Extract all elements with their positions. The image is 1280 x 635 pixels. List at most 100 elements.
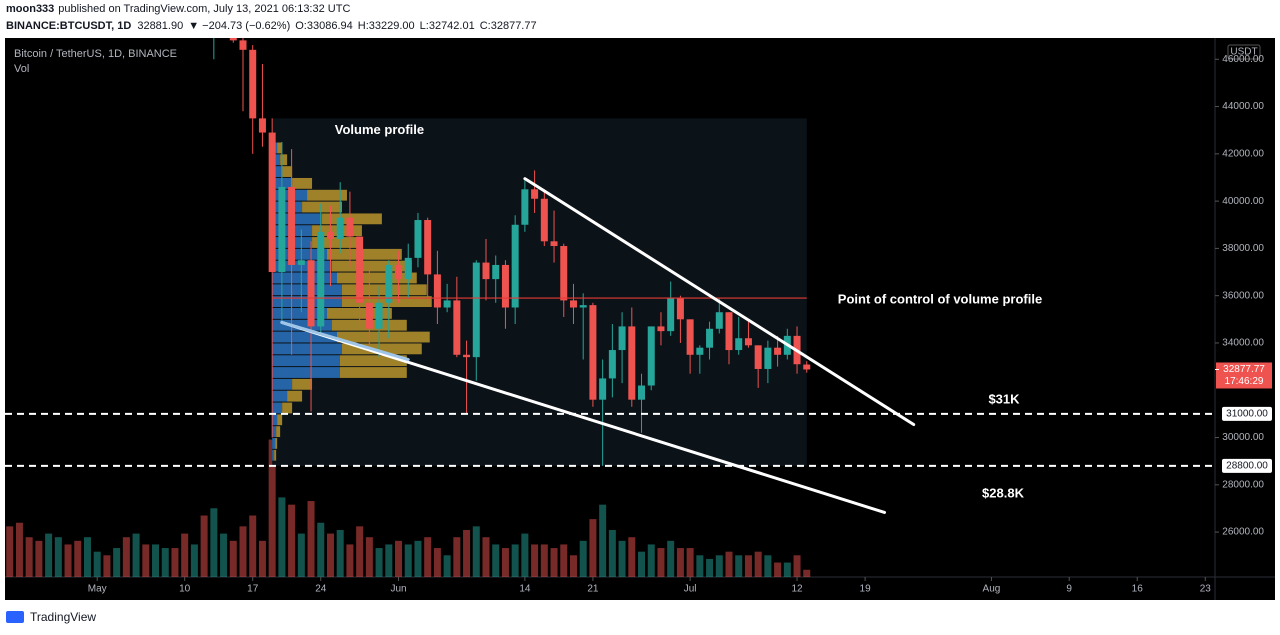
volume-bar bbox=[803, 569, 811, 577]
candle-body bbox=[463, 354, 471, 358]
profile-down bbox=[282, 402, 293, 414]
profile-up bbox=[272, 438, 276, 449]
currency-box bbox=[1227, 44, 1261, 60]
volume-bar bbox=[424, 537, 432, 577]
candle-body bbox=[569, 300, 577, 308]
candle-body bbox=[375, 302, 383, 329]
candle-body bbox=[589, 305, 597, 400]
candle-body bbox=[608, 350, 616, 379]
x-tick-label: Jul bbox=[684, 584, 697, 595]
candle-body bbox=[638, 385, 646, 400]
profile-down bbox=[312, 237, 362, 248]
volume-bar bbox=[395, 540, 403, 577]
candle-body bbox=[258, 118, 266, 133]
candle-body bbox=[346, 217, 354, 237]
symbol: BINANCE:BTCUSDT, 1D bbox=[6, 20, 131, 32]
profile-down bbox=[276, 426, 281, 438]
profile-down bbox=[336, 331, 430, 343]
y-tick-label: 38000.00 bbox=[1222, 243, 1264, 254]
volume-bar bbox=[54, 537, 62, 577]
volume-bar bbox=[25, 537, 33, 577]
profile-up bbox=[272, 308, 328, 319]
logo bbox=[6, 611, 24, 623]
volume-bar bbox=[706, 558, 714, 577]
profile-up bbox=[272, 296, 342, 307]
volume-bar bbox=[744, 555, 752, 577]
x-tick-label: 9 bbox=[1066, 584, 1072, 595]
candle-body bbox=[647, 326, 655, 386]
profile-down bbox=[341, 284, 427, 296]
footer: TradingView bbox=[6, 610, 96, 624]
profile-down bbox=[280, 154, 288, 166]
profile-up bbox=[272, 248, 328, 260]
volume-bar bbox=[35, 540, 43, 577]
x-tick-label: 10 bbox=[179, 584, 191, 595]
profile-down bbox=[287, 390, 303, 402]
volume-bar bbox=[618, 540, 626, 577]
trendline bbox=[280, 320, 887, 514]
profile-down bbox=[277, 142, 283, 154]
volume-bar bbox=[735, 555, 743, 577]
profile-down bbox=[336, 272, 417, 284]
volume-bar bbox=[463, 529, 471, 577]
volume-bar bbox=[326, 533, 334, 577]
volume-bar bbox=[385, 544, 393, 577]
candle-body bbox=[618, 326, 626, 351]
volume-bar bbox=[317, 522, 325, 577]
volume-bar bbox=[365, 537, 373, 577]
volume-bar bbox=[210, 508, 218, 577]
legend-title: Bitcoin / TetherUS, 1D, BINANCE bbox=[14, 48, 177, 60]
volume-bar bbox=[492, 544, 500, 577]
candle-body bbox=[288, 186, 296, 265]
y-tick-label: 30000.00 bbox=[1222, 432, 1264, 443]
candle-body bbox=[579, 305, 587, 308]
volume-bar bbox=[686, 548, 694, 577]
volume-bar bbox=[249, 515, 257, 577]
candle-body bbox=[696, 347, 704, 355]
profile-down bbox=[282, 166, 293, 177]
volume-bar bbox=[297, 533, 305, 577]
volume-bar bbox=[220, 533, 228, 577]
volume-bar bbox=[501, 548, 509, 577]
candle-body bbox=[803, 364, 811, 370]
header: moon333 published on TradingView.com, Ju… bbox=[6, 3, 537, 32]
volume-bar bbox=[521, 533, 529, 577]
candle-body bbox=[395, 264, 403, 280]
annotation: $31K bbox=[988, 391, 1020, 406]
volume-bar bbox=[453, 537, 461, 577]
candle-body bbox=[735, 338, 743, 351]
candle-body bbox=[356, 236, 364, 303]
volume-bar bbox=[628, 537, 636, 577]
change: ▼ −204.73 (−0.62%) bbox=[188, 20, 290, 32]
volume-bar bbox=[346, 544, 354, 577]
candle-body bbox=[774, 347, 782, 355]
volume-bar bbox=[268, 439, 276, 577]
volume-bar bbox=[608, 529, 616, 577]
volume-bar bbox=[375, 548, 383, 577]
volume-bar bbox=[152, 544, 160, 577]
candle-body bbox=[365, 302, 373, 329]
volume-bar bbox=[64, 544, 72, 577]
trendline bbox=[280, 320, 410, 362]
volume-bar bbox=[531, 544, 539, 577]
annotation: $28.8K bbox=[982, 485, 1025, 500]
ohlc-value: 33086.94 bbox=[307, 20, 353, 32]
candle-body bbox=[326, 231, 334, 239]
candle-body bbox=[531, 189, 539, 199]
volume-bar bbox=[540, 544, 548, 577]
candle-body bbox=[560, 246, 568, 301]
volume-bar bbox=[793, 555, 801, 577]
candle-body bbox=[754, 345, 762, 369]
last-price: 32881.90 bbox=[137, 20, 183, 32]
ohlc-value: 33229.00 bbox=[369, 20, 415, 32]
volume-bar bbox=[6, 526, 14, 577]
candle-body bbox=[482, 262, 490, 280]
profile-up bbox=[272, 449, 275, 461]
volume-bar bbox=[560, 544, 568, 577]
y-tick-label: 34000.00 bbox=[1222, 338, 1264, 349]
candle-body bbox=[492, 264, 500, 280]
ohlc-label: C: bbox=[480, 20, 491, 32]
profile-up bbox=[272, 272, 337, 284]
x-tick-label: 12 bbox=[791, 584, 803, 595]
profile-up bbox=[272, 213, 323, 225]
